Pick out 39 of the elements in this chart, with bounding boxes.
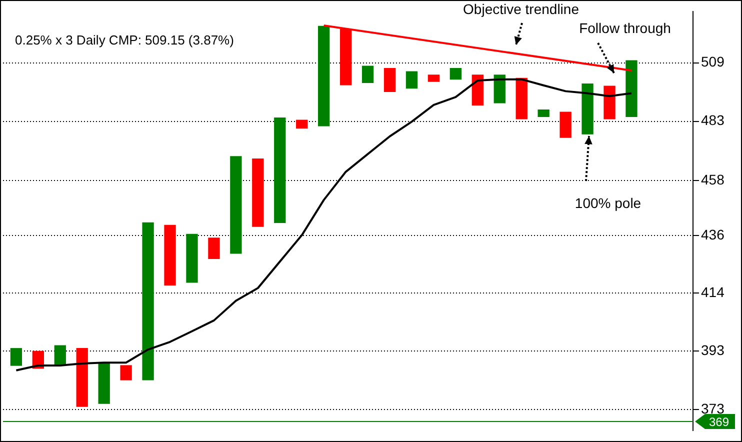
annotation: 100% pole <box>574 194 642 211</box>
bar <box>164 224 176 286</box>
bar <box>186 234 198 283</box>
y-tick-label: 393 <box>701 342 725 358</box>
bar <box>560 112 572 138</box>
bar <box>296 120 308 129</box>
y-tick-label: 483 <box>701 112 725 128</box>
y-tick-label: 458 <box>701 171 725 188</box>
bar <box>538 109 550 117</box>
bar <box>120 365 132 380</box>
bar <box>76 348 88 407</box>
bar <box>98 362 110 404</box>
bar <box>54 345 66 366</box>
y-tick-label: 509 <box>701 54 725 70</box>
y-tick-label: 373 <box>701 400 725 416</box>
bar <box>472 74 484 106</box>
y-tick-label: 414 <box>701 284 725 300</box>
bar <box>450 68 462 80</box>
bar <box>428 74 440 82</box>
bar <box>230 156 242 254</box>
annotation: Objective trendline <box>463 0 580 17</box>
bar <box>10 348 22 366</box>
y-tick-label: 436 <box>701 226 725 242</box>
bar <box>252 158 264 227</box>
bar <box>384 68 396 92</box>
bar <box>362 66 374 84</box>
bar <box>142 222 154 380</box>
bar <box>274 117 286 224</box>
bar <box>406 71 418 89</box>
bar <box>318 26 330 126</box>
annotation: Follow through <box>579 20 671 36</box>
bar <box>494 74 506 104</box>
bar <box>208 238 220 260</box>
bar <box>516 78 528 120</box>
ref-line-label: 369 <box>708 414 730 429</box>
bar <box>582 83 594 134</box>
bar <box>604 86 616 120</box>
text: 0.25% x 3 Daily CMP: 509.15 (3.87%) <box>15 32 234 48</box>
bar <box>626 60 638 117</box>
